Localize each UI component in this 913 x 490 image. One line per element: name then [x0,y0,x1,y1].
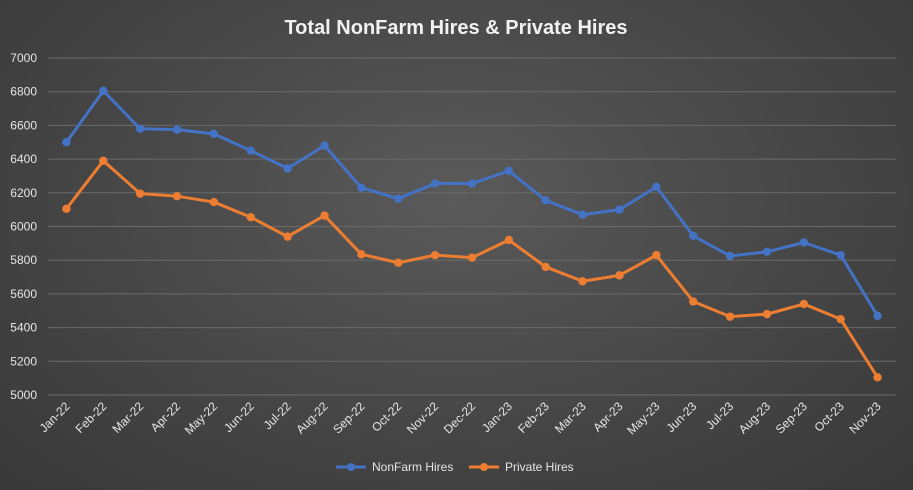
x-tick-label: Oct-22 [369,399,405,435]
series-1 [62,156,882,382]
legend-marker [347,463,355,471]
data-point [689,231,698,240]
legend: NonFarm Hires Private Hires [336,460,574,474]
data-point [504,235,514,245]
y-tick-label: 5000 [10,388,37,402]
data-point [320,211,329,220]
data-point [430,250,440,260]
data-point [615,271,624,280]
x-tick-label: Jun-22 [221,399,257,435]
x-tick-label: Apr-22 [148,399,184,435]
y-tick-label: 5200 [10,354,37,368]
x-tick-label: Aug-23 [736,399,773,436]
x-tick-label: Jan-22 [37,399,73,435]
data-point [873,373,882,382]
legend-item: NonFarm Hires [336,460,453,474]
legend-label: Private Hires [505,460,574,474]
y-tick-label: 5800 [10,253,37,267]
data-point [615,205,624,214]
x-tick-label: Jun-23 [663,399,699,435]
series-group [62,86,882,382]
x-tick-label: May-22 [182,399,220,437]
x-tick-label: Sep-23 [773,399,810,436]
data-point [135,124,145,133]
legend-label: NonFarm Hires [372,460,453,474]
data-point [467,253,477,262]
data-point [357,250,366,259]
y-tick-label: 6800 [10,85,37,99]
x-tick-label: Aug-22 [293,399,330,436]
data-point [209,197,219,207]
data-point [283,232,292,241]
data-point [283,164,292,173]
data-point [725,312,735,321]
data-point [246,213,255,222]
data-point [762,247,772,256]
legend-item: Private Hires [469,460,574,474]
data-point [172,125,182,134]
data-point [357,183,366,192]
data-point [135,189,145,198]
x-tick-label: Jul-22 [261,399,294,432]
data-point [578,210,587,219]
x-tick-label: Oct-23 [811,399,847,435]
series-0 [62,86,882,321]
data-point [799,238,809,247]
series-line [64,89,880,318]
data-point [62,138,71,147]
x-tick-label: Jul-23 [703,399,736,432]
x-tick-label: Feb-23 [515,399,552,436]
data-point [394,258,403,267]
data-point [394,194,403,203]
x-tick-label: Jan-23 [479,399,515,435]
y-tick-label: 6200 [10,186,37,200]
data-point [873,311,882,321]
x-tick-label: Mar-22 [110,399,147,436]
data-point [652,250,661,260]
legend-marker [480,463,488,471]
data-point [467,179,477,188]
data-point [799,299,809,309]
data-point [541,196,550,205]
data-point [430,179,440,188]
data-point [99,86,108,96]
data-point [652,182,661,192]
data-point [836,250,845,260]
data-point [504,166,514,176]
data-point [689,297,698,306]
data-point [541,262,550,272]
chart-title: Total NonFarm Hires & Private Hires [284,17,627,39]
data-point [836,314,845,324]
x-tick-label: Dec-22 [441,399,478,436]
data-point [320,141,329,150]
y-tick-label: 6400 [10,152,37,166]
x-tick-label: Nov-22 [404,399,441,436]
x-tick-label: May-23 [624,399,662,437]
y-tick-label: 6600 [10,118,37,132]
y-axis-ticks: 5000 5200 5400 5600 5800 6000 6200 6400 6600 6800… [10,51,37,402]
data-point [99,156,108,165]
x-tick-label: Feb-22 [73,399,110,436]
data-point [246,146,255,155]
x-tick-label: Nov-23 [846,399,883,436]
y-tick-label: 5600 [10,287,37,301]
data-point [209,129,219,139]
gridlines [48,57,896,396]
data-point [762,309,772,319]
data-point [725,251,735,261]
data-point [172,191,182,201]
y-tick-label: 5400 [10,321,37,335]
y-tick-label: 6000 [10,220,37,234]
data-point [578,277,587,286]
data-point [62,204,71,214]
y-tick-label: 7000 [10,51,37,65]
x-tick-label: Sep-22 [330,399,367,436]
x-tick-label: Mar-23 [552,399,589,436]
x-tick-label: Apr-23 [590,399,626,435]
